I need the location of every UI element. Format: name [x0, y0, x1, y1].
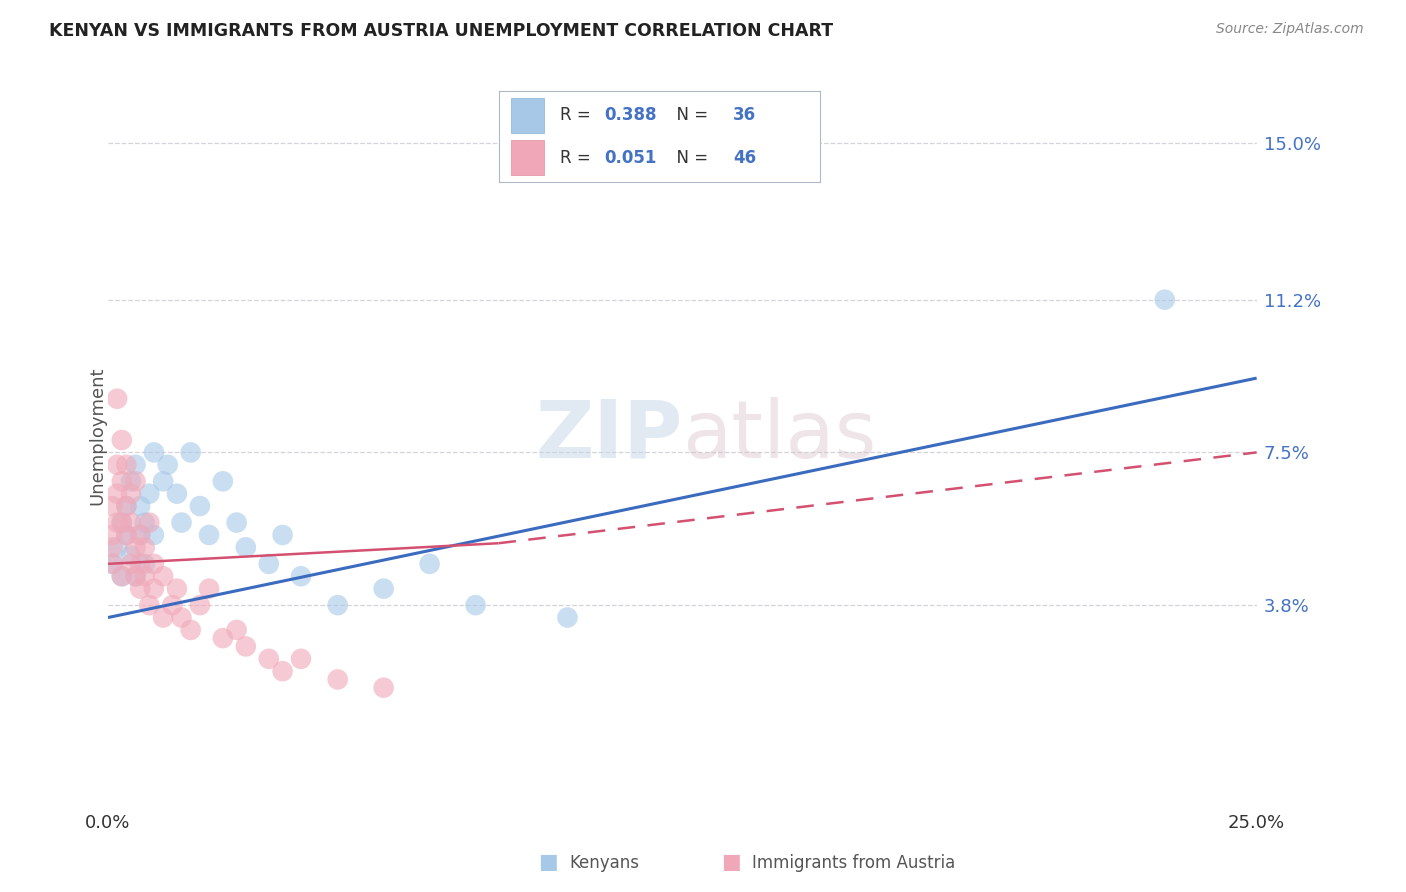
- Point: [120, 516, 142, 530]
- Point: [115, 458, 138, 472]
- Point: [134, 516, 156, 530]
- Point: [166, 582, 188, 596]
- Point: [142, 582, 165, 596]
- Point: [115, 528, 138, 542]
- Point: [271, 664, 294, 678]
- Point: [129, 528, 152, 542]
- Point: [129, 528, 152, 542]
- Point: [129, 582, 152, 596]
- Point: [373, 582, 395, 596]
- Point: [257, 557, 280, 571]
- Point: [115, 499, 138, 513]
- Point: [1153, 293, 1175, 307]
- Point: [105, 541, 128, 555]
- Point: [142, 445, 165, 459]
- Point: [124, 458, 146, 472]
- Point: [115, 528, 138, 542]
- Point: [101, 499, 124, 513]
- Point: [188, 499, 211, 513]
- Point: [257, 652, 280, 666]
- Point: [124, 569, 146, 583]
- Point: [290, 569, 312, 583]
- Point: [198, 528, 221, 542]
- Point: [105, 458, 128, 472]
- Point: [105, 486, 128, 500]
- Text: ■: ■: [538, 853, 558, 872]
- Point: [212, 475, 235, 489]
- Point: [419, 557, 441, 571]
- Point: [235, 640, 257, 654]
- Point: [142, 557, 165, 571]
- Point: [124, 475, 146, 489]
- Point: [111, 516, 134, 530]
- Point: [115, 499, 138, 513]
- Text: KENYAN VS IMMIGRANTS FROM AUSTRIA UNEMPLOYMENT CORRELATION CHART: KENYAN VS IMMIGRANTS FROM AUSTRIA UNEMPL…: [49, 22, 834, 40]
- Point: [464, 598, 486, 612]
- Point: [134, 569, 156, 583]
- Point: [105, 392, 128, 406]
- Point: [120, 557, 142, 571]
- Point: [225, 516, 247, 530]
- Point: [138, 598, 160, 612]
- Text: Immigrants from Austria: Immigrants from Austria: [752, 855, 956, 872]
- Point: [166, 486, 188, 500]
- Point: [142, 528, 165, 542]
- Y-axis label: Unemployment: Unemployment: [89, 367, 105, 505]
- Text: ZIP: ZIP: [536, 397, 682, 475]
- Point: [111, 569, 134, 583]
- Point: [326, 598, 349, 612]
- Point: [134, 541, 156, 555]
- Point: [373, 681, 395, 695]
- Point: [225, 623, 247, 637]
- Point: [170, 610, 193, 624]
- Point: [120, 486, 142, 500]
- Point: [138, 516, 160, 530]
- Point: [180, 623, 202, 637]
- Point: [124, 569, 146, 583]
- Point: [212, 631, 235, 645]
- Point: [156, 458, 179, 472]
- Text: Source: ZipAtlas.com: Source: ZipAtlas.com: [1216, 22, 1364, 37]
- Point: [111, 569, 134, 583]
- Point: [120, 549, 142, 563]
- Point: [124, 541, 146, 555]
- Point: [180, 445, 202, 459]
- Point: [101, 528, 124, 542]
- Point: [162, 598, 184, 612]
- Text: ■: ■: [721, 853, 741, 872]
- Point: [271, 528, 294, 542]
- Point: [235, 541, 257, 555]
- Point: [129, 557, 152, 571]
- Point: [111, 475, 134, 489]
- Point: [101, 557, 124, 571]
- Point: [105, 516, 128, 530]
- Point: [290, 652, 312, 666]
- Point: [111, 516, 134, 530]
- Point: [170, 516, 193, 530]
- Point: [129, 499, 152, 513]
- Point: [101, 541, 124, 555]
- Point: [138, 486, 160, 500]
- Text: Kenyans: Kenyans: [569, 855, 640, 872]
- Point: [152, 569, 174, 583]
- Point: [111, 433, 134, 447]
- Point: [152, 610, 174, 624]
- Point: [101, 557, 124, 571]
- Point: [557, 610, 579, 624]
- Text: atlas: atlas: [682, 397, 877, 475]
- Point: [134, 557, 156, 571]
- Point: [198, 582, 221, 596]
- Point: [188, 598, 211, 612]
- Point: [152, 475, 174, 489]
- Point: [326, 673, 349, 687]
- Point: [120, 475, 142, 489]
